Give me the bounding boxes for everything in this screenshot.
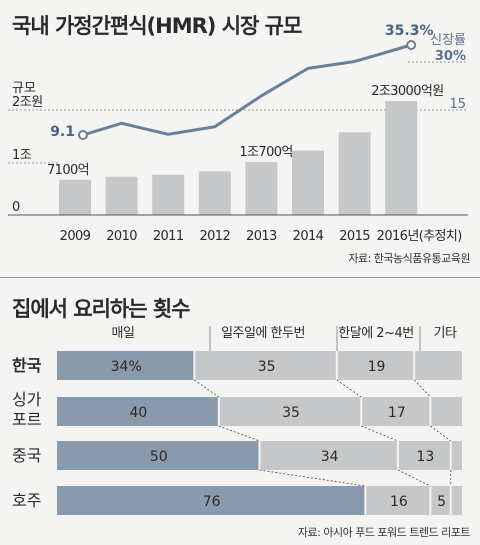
stacked-bar-segment: [57, 486, 365, 515]
x-tick-label: 2013: [246, 229, 277, 244]
category-label: 한국: [12, 356, 42, 375]
series-header-label: 한달에 2~4번: [338, 326, 413, 341]
stacked-bar-segment: [366, 486, 430, 515]
category-label: 싱가: [12, 390, 42, 409]
left-tick-label: 2조원: [12, 95, 43, 110]
segment-value-label: 40: [129, 405, 147, 421]
segment-value-label: 34: [321, 449, 339, 465]
line-value-label: 9.1: [50, 124, 75, 140]
series-header-label: 매일: [112, 326, 135, 341]
segment-value-label: 13: [416, 449, 434, 465]
x-tick-label: 2015: [339, 229, 370, 244]
left-axis-label: 규모: [12, 81, 36, 96]
bar: [105, 176, 138, 215]
left-tick-label: 1조: [12, 148, 32, 163]
series-header-label: 일주일에 한두번: [221, 326, 305, 341]
stacked-bar-segment: [451, 486, 462, 515]
bar: [245, 161, 278, 215]
stacked-bar-segment: [431, 397, 462, 426]
segment-value-label: 19: [368, 359, 386, 375]
bar-value-label: 7100억: [47, 163, 89, 178]
stacked-bar-segment: [219, 397, 361, 426]
series-header-label: 기타: [434, 326, 457, 341]
bar: [59, 179, 91, 215]
bar: [292, 150, 324, 215]
segment-value-label: 16: [390, 494, 408, 510]
x-tick-label: 2014: [293, 229, 324, 244]
right-tick-label: 30%: [435, 49, 466, 64]
x-tick-label: 2009: [60, 229, 91, 244]
line-marker: [78, 130, 88, 140]
stacked-bar-segment: [451, 441, 462, 470]
segment-connector: [336, 379, 362, 398]
line-marker: [406, 40, 417, 50]
stacked-bar-segment: [398, 441, 450, 470]
stacked-bar-segment: [195, 351, 336, 380]
bar-value-label: 1조700억: [239, 145, 292, 160]
stacked-bar-segment: [337, 351, 414, 380]
category-label: 중국: [12, 446, 41, 465]
stacked-bar-segment: [57, 397, 218, 426]
stacked-bar-segment: [415, 351, 462, 380]
segment-value-label: 76: [203, 494, 221, 510]
left-tick-label: 0: [12, 200, 20, 215]
x-tick-label: 2011: [153, 229, 184, 244]
segment-connector: [413, 379, 431, 398]
bar: [198, 171, 231, 215]
bar: [152, 174, 185, 215]
section-divider: [0, 277, 480, 278]
line-value-label: 35.3%: [385, 23, 434, 39]
segment-value-label: 35: [258, 359, 276, 375]
right-tick-label: 15: [449, 97, 466, 112]
x-tick-label: 2012: [199, 229, 230, 244]
segment-connector: [218, 425, 260, 442]
segment-connector: [259, 469, 366, 487]
stacked-bar-segment: [362, 397, 430, 426]
segment-connector: [361, 425, 399, 442]
growth-rate-line: [82, 43, 412, 137]
segment-value-label: 17: [388, 405, 406, 421]
segment-value-label: 35: [282, 405, 300, 421]
segment-connector: [194, 379, 220, 398]
chart2-source: 자료: 아시아 푸드 포워드 트렌드 리포트: [297, 526, 471, 539]
category-label: 포르: [12, 410, 41, 429]
chart2-title: 집에서 요리하는 횟수: [12, 297, 191, 321]
stacked-bar-segment: [431, 486, 450, 515]
x-tick-label: 2010: [106, 229, 137, 244]
stacked-bar-segment: [57, 351, 194, 380]
category-label: 호주: [12, 491, 41, 510]
x-tick-label: 2016년(추정치): [377, 229, 462, 244]
segment-value-label: 34%: [111, 359, 142, 375]
right-axis-label: 신장률: [430, 33, 466, 48]
stacked-bar-segment: [57, 441, 259, 470]
chart1-source: 자료: 한국농식품유통교육원: [348, 252, 470, 265]
bar: [385, 101, 418, 215]
stacked-bar-segment: [260, 441, 397, 470]
bar-value-label: 2조3000억원: [371, 84, 443, 99]
segment-value-label: 50: [150, 449, 168, 465]
segment-connector: [430, 425, 452, 442]
segment-value-label: 5: [437, 494, 446, 510]
chart1-title: 국내 가정간편식(HMR) 시장 규모: [12, 14, 302, 38]
segment-connector: [397, 469, 431, 487]
bar: [338, 132, 371, 215]
